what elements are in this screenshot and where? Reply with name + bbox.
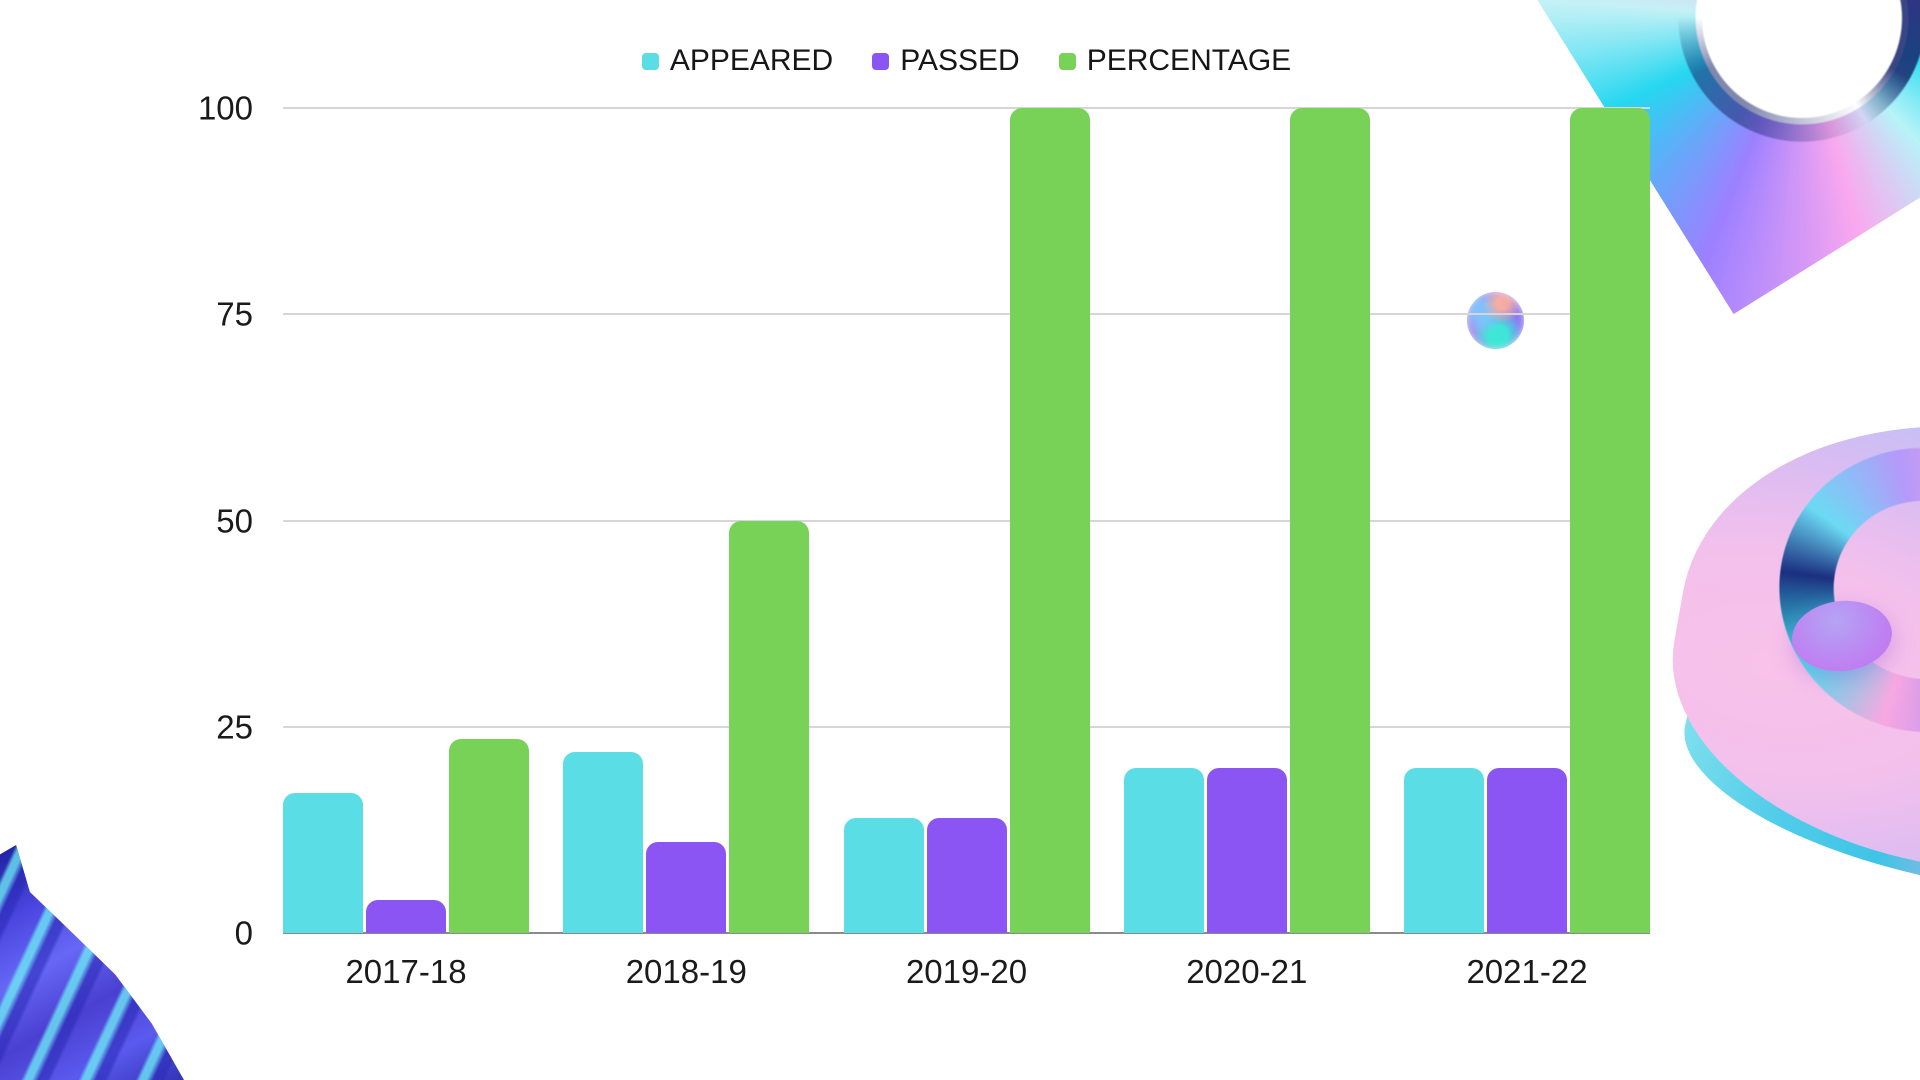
holographic-wave-fabric	[0, 845, 184, 1080]
legend-label-passed: PASSED	[900, 44, 1020, 77]
bar-passed-2020-21	[1206, 768, 1287, 933]
x-axis-label-2020-21: 2020-21	[1186, 953, 1308, 990]
x-axis-line	[283, 932, 1650, 934]
bar-passed-2017-18	[366, 900, 446, 933]
bar-group-2017-18: 2017-18	[283, 108, 529, 990]
y-tick-label-100: 100	[197, 89, 253, 127]
bar-appeared-2020-21	[1123, 768, 1204, 933]
bar-appeared-2017-18	[283, 792, 363, 933]
legend-swatch-appeared	[641, 52, 659, 70]
legend: APPEARED PASSED PERCENTAGE	[283, 44, 1650, 78]
y-tick-label-25: 25	[216, 708, 253, 746]
bar-percentage-2018-19	[729, 520, 810, 933]
bar-percentage-2021-22	[1570, 108, 1650, 933]
bar-passed-2018-19	[646, 842, 727, 933]
y-tick-label-75: 75	[216, 295, 253, 333]
bar-passed-2019-20	[926, 817, 1007, 933]
plot-area: 0 25 50 75 100 2017-18 2018-19 2019-20 2020-21 20…	[198, 92, 1650, 990]
gridline-50	[283, 519, 1650, 522]
bar-group-2018-19: 2018-19	[563, 108, 810, 990]
legend-swatch-passed	[872, 52, 890, 70]
legend-item-passed: PASSED	[872, 44, 1020, 78]
legend-label-percentage: PERCENTAGE	[1086, 44, 1292, 77]
y-tick-label-0: 0	[234, 914, 253, 952]
bar-group-2019-20: 2019-20	[843, 108, 1090, 990]
x-axis-label-2017-18: 2017-18	[345, 953, 467, 990]
gridline-75	[283, 313, 1650, 316]
holographic-donut-hole	[1788, 595, 1896, 677]
holographic-donut-groove	[1718, 386, 1920, 794]
legend-item-percentage: PERCENTAGE	[1058, 44, 1292, 78]
bar-percentage-2019-20	[1009, 108, 1090, 933]
legend-label-appeared: APPEARED	[669, 44, 834, 77]
gridline-100	[283, 107, 1650, 109]
bar-passed-2021-22	[1487, 768, 1567, 933]
bar-group-2020-21: 2020-21	[1123, 108, 1370, 990]
legend-swatch-percentage	[1058, 52, 1076, 70]
holographic-donut-surface	[1644, 379, 1920, 911]
bar-percentage-2017-18	[449, 738, 529, 933]
x-axis-label-2019-20: 2019-20	[905, 953, 1028, 990]
x-axis-label-2018-19: 2018-19	[625, 953, 747, 990]
gridline-25	[283, 725, 1650, 728]
y-tick-label-50: 50	[216, 502, 253, 539]
bar-percentage-2020-21	[1289, 108, 1370, 933]
bar-group-2021-22: 2021-22	[1404, 108, 1650, 990]
x-axis-label-2021-22: 2021-22	[1466, 953, 1588, 990]
bar-appeared-2018-19	[563, 751, 644, 933]
holographic-donut-rim	[1664, 546, 1920, 934]
legend-item-appeared: APPEARED	[641, 44, 834, 78]
bar-appeared-2021-22	[1404, 768, 1484, 933]
bar-groups: 2017-18 2018-19 2019-20 2020-21 2021-22	[283, 108, 1650, 990]
bar-appeared-2019-20	[843, 817, 924, 933]
